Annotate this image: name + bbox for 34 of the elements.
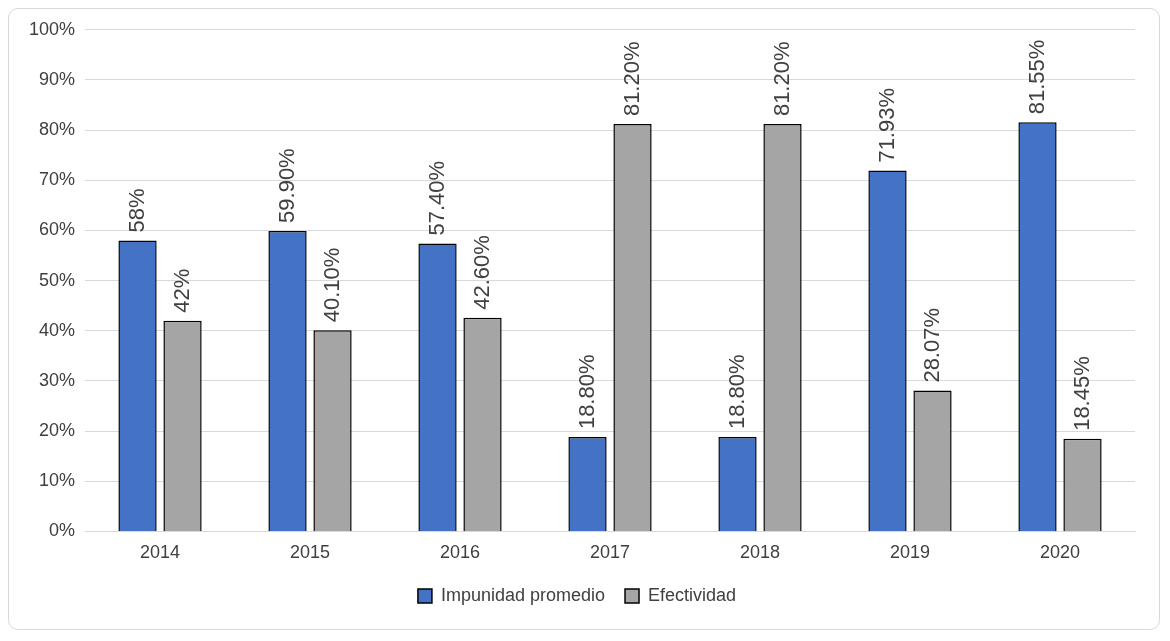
x-tick-label: 2020 <box>1039 542 1081 563</box>
data-label: 40.10% <box>318 247 344 323</box>
y-tick-label: 20% <box>39 420 76 441</box>
data-label: 28.07% <box>918 307 944 383</box>
data-label: 81.20% <box>618 41 644 117</box>
data-label: 18.45% <box>1068 356 1094 431</box>
data-label: 42.60% <box>468 235 494 310</box>
data-label: 81.55% <box>1023 39 1049 115</box>
legend-label: Efectividad <box>648 584 737 605</box>
data-label: 59.90% <box>273 148 299 223</box>
y-tick-label: 40% <box>39 319 76 340</box>
y-tick-label: 100% <box>28 18 76 39</box>
data-label: 18.80% <box>723 354 749 430</box>
legend-label: Impunidad promedio <box>440 584 606 605</box>
data-label: 18.80% <box>573 354 599 430</box>
x-tick-label: 2014 <box>140 542 181 563</box>
data-label: 57.40% <box>423 160 449 236</box>
data-label: 42% <box>168 268 194 313</box>
y-tick-label: 50% <box>39 269 76 290</box>
y-tick-label: 80% <box>39 119 76 140</box>
y-tick-label: 10% <box>39 470 76 491</box>
data-label: 81.20% <box>768 41 794 117</box>
y-tick-label: 60% <box>39 219 76 240</box>
y-tick-label: 90% <box>39 68 76 89</box>
x-tick-label: 2016 <box>440 542 481 563</box>
data-label: 71.93% <box>873 87 899 163</box>
y-tick-label: 30% <box>39 369 76 390</box>
x-tick-label: 2017 <box>590 542 631 563</box>
x-tick-label: 2015 <box>290 542 331 563</box>
y-tick-label: 70% <box>39 169 76 190</box>
data-label: 58% <box>123 188 149 233</box>
y-tick-label: 0% <box>49 520 76 541</box>
x-tick-label: 2018 <box>739 542 781 563</box>
x-tick-label: 2019 <box>889 542 931 563</box>
